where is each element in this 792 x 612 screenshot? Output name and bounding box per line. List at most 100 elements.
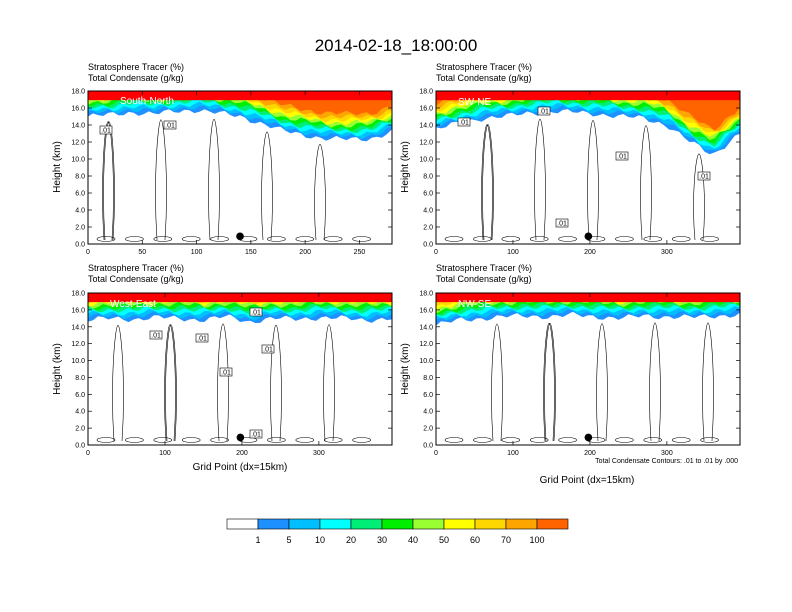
contour-line — [352, 236, 371, 242]
contour-label: .01 — [197, 336, 207, 343]
contour-line — [352, 437, 371, 443]
contour-line — [165, 324, 177, 442]
contour-line — [181, 437, 201, 443]
colorbar-box — [319, 518, 352, 530]
contour-line — [323, 236, 343, 242]
y-tick-label: 16.0 — [419, 106, 433, 113]
y-axis-label: Height (km) — [400, 343, 411, 395]
plot-frame — [435, 90, 741, 245]
contour-label-box — [555, 218, 569, 228]
contour-line — [323, 437, 343, 443]
contour-line — [323, 324, 335, 442]
condensate-contours — [444, 322, 719, 443]
contour-line — [153, 236, 173, 242]
contour-label: .01 — [151, 333, 161, 340]
panel-region-label: West-East — [110, 299, 156, 310]
contour-line — [96, 236, 116, 242]
colorbar-box — [381, 518, 414, 530]
y-tick-label: 14.0 — [419, 324, 433, 331]
stratosphere-tracer-field — [88, 91, 392, 244]
contour-label: .01 — [617, 154, 627, 161]
y-tick-label: 10.0 — [419, 157, 433, 164]
y-tick-label: 4.0 — [75, 208, 85, 215]
colorbar-label: 70 — [501, 535, 511, 545]
tracer-band-top — [88, 293, 392, 303]
colorbar-box — [257, 518, 290, 530]
contour-line — [208, 118, 220, 241]
contour-line — [164, 324, 176, 442]
colorbar-box — [505, 518, 538, 530]
panel-subtitle-tracer: Stratosphere Tracer (%) — [436, 62, 532, 72]
y-axis-label: Height (km) — [52, 141, 63, 193]
y-tick-label: 0.0 — [75, 242, 85, 249]
panel-subtitle-condensate: Total Condensate (g/kg) — [436, 73, 532, 83]
x-tick-label: 100 — [191, 249, 203, 256]
contour-line — [543, 323, 555, 442]
y-tick-label: 12.0 — [419, 140, 433, 147]
contour-line — [643, 437, 663, 443]
location-marker — [236, 232, 244, 241]
x-tick-label: 0 — [86, 450, 90, 457]
y-tick-label: 6.0 — [75, 191, 85, 198]
contour-line — [482, 124, 494, 241]
x-tick-label: 300 — [661, 249, 673, 256]
contour-line — [444, 236, 464, 242]
contour-label: .01 — [539, 109, 549, 116]
contour-label: .01 — [251, 310, 261, 317]
contour-label-box — [219, 367, 233, 377]
y-tick-label: 14.0 — [419, 123, 433, 130]
contour-line — [181, 236, 201, 242]
colorbar: 1 5 10 20 30 40 50 60 70 100 — [226, 518, 569, 545]
y-tick-label: 0.0 — [423, 242, 433, 249]
contour-line — [702, 322, 714, 442]
x-axis-label: Grid Point (dx=15km) — [193, 462, 288, 473]
contour-line — [640, 125, 652, 241]
contour-line — [261, 131, 273, 241]
y-tick-label: 6.0 — [75, 392, 85, 399]
panel-subtitle-tracer: Stratosphere Tracer (%) — [88, 263, 184, 273]
colorbar-label: 60 — [470, 535, 480, 545]
y-tick-label: 0.0 — [75, 443, 85, 450]
y-tick-label: 8.0 — [423, 375, 433, 382]
contour-label: .01 — [165, 123, 175, 130]
x-tick-label: 200 — [584, 450, 596, 457]
y-tick-label: 4.0 — [423, 208, 433, 215]
colorbar-box — [443, 518, 476, 530]
contour-label-box — [249, 307, 263, 317]
tracer-band-top — [436, 91, 740, 101]
tracer-band-top — [436, 293, 740, 303]
contour-line — [267, 236, 286, 242]
y-axis-label: Height (km) — [400, 141, 411, 193]
y-tick-label: 2.0 — [75, 225, 85, 232]
colorbar-label: 20 — [346, 535, 356, 545]
condensate-contours — [96, 118, 371, 242]
stratosphere-tracer-field — [88, 293, 392, 445]
y-tick-label: 12.0 — [71, 341, 85, 348]
contour-line — [102, 121, 114, 241]
contour-line — [153, 437, 173, 443]
contour-label: .01 — [263, 347, 273, 354]
y-tick-label: 10.0 — [419, 358, 433, 365]
x-tick-label: 100 — [507, 450, 519, 457]
contour-line — [295, 437, 315, 443]
y-tick-label: 8.0 — [423, 174, 433, 181]
figure-title: 2014-02-18_18:00:00 — [315, 36, 478, 55]
condensate-contours — [96, 323, 371, 443]
x-tick-label: 200 — [299, 249, 311, 256]
colorbar-label: 10 — [315, 535, 325, 545]
colorbar-label: 1 — [255, 535, 260, 545]
y-tick-label: 16.0 — [419, 307, 433, 314]
contour-line — [501, 437, 521, 443]
y-tick-label: 10.0 — [71, 358, 85, 365]
contour-line — [125, 437, 144, 443]
contour-line — [267, 437, 286, 443]
contour-label: .01 — [459, 120, 469, 127]
colorbar-label: 100 — [529, 535, 544, 545]
contour-label: .01 — [101, 128, 111, 135]
y-tick-label: 14.0 — [71, 324, 85, 331]
y-tick-label: 8.0 — [75, 174, 85, 181]
y-tick-label: 4.0 — [423, 409, 433, 416]
colorbar-box — [412, 518, 445, 530]
panel-plot: .01 .01 South-North 0.0 2.0 4.0 6.0 8.0 10.0 12.0… — [71, 89, 393, 256]
contour-line — [103, 121, 115, 241]
